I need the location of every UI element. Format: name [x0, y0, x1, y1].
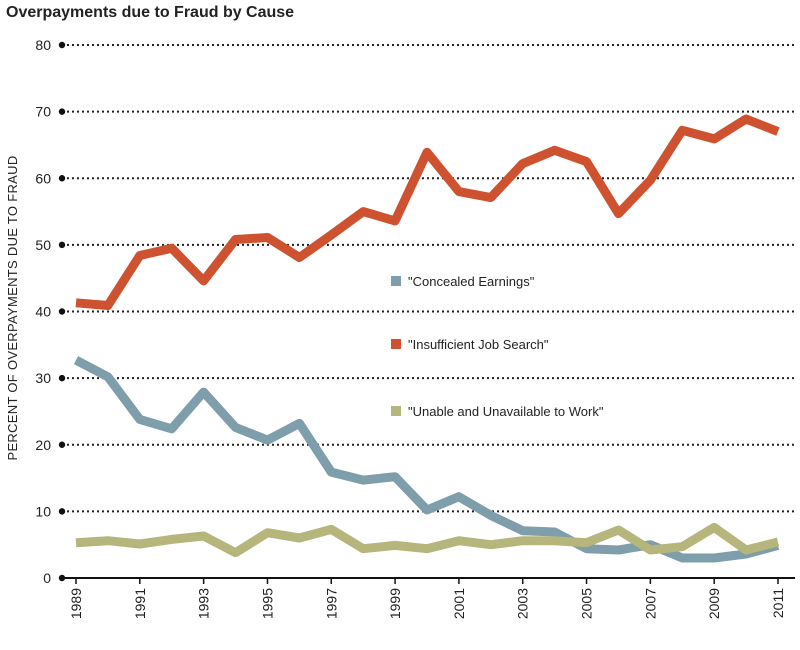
y-tick-dot	[58, 441, 66, 448]
x-tick-label: 1999	[387, 588, 403, 619]
y-axis-label: PERCENT OF OVERPAYMENTS DUE TO FRAUD	[5, 155, 20, 460]
y-tick-label: 70	[35, 104, 51, 120]
x-tick-label: 2009	[706, 588, 722, 619]
y-tick-label: 80	[35, 37, 51, 53]
axis-layer: 0 10 20 30 40 50 60 70 80 1989 1991 1993 1995 1997 199…	[35, 37, 795, 619]
x-tick-label: 2005	[579, 588, 595, 619]
series-layer	[73, 114, 780, 563]
series-line-3	[75, 522, 780, 558]
x-tick-label: 1995	[259, 588, 275, 619]
chart-title: Overpayments due to Fraud by Cause	[6, 4, 295, 21]
y-tick-dot	[58, 241, 66, 249]
grid-layer	[62, 44, 795, 513]
x-tick-label: 2011	[770, 588, 786, 618]
x-tick-label: 2003	[515, 588, 531, 619]
y-tick-label: 30	[35, 370, 51, 386]
x-tick-label: 1997	[323, 588, 339, 619]
legend-label: "Concealed Earnings"	[408, 274, 535, 289]
series-line-2	[75, 114, 780, 310]
legend-label: "Unable and Unavailable to Work"	[408, 404, 604, 419]
x-tick-label: 1993	[196, 588, 212, 619]
y-tick-label: 0	[43, 570, 51, 586]
y-tick-dot	[58, 108, 66, 115]
y-tick-dot	[58, 41, 66, 49]
y-tick-dot	[58, 175, 66, 182]
y-tick-label: 10	[35, 503, 51, 519]
series-line-1	[73, 356, 780, 563]
legend-label: "Insufficient Job Search"	[408, 337, 549, 352]
x-tick-label: 2007	[642, 588, 658, 619]
y-tick-label: 50	[35, 237, 51, 253]
y-tick-dot	[58, 508, 66, 515]
y-tick-label: 20	[35, 437, 51, 453]
legend-swatch	[391, 276, 401, 286]
y-tick-label: 60	[35, 170, 51, 186]
y-tick-label: 40	[35, 304, 51, 320]
y-tick-dot	[58, 374, 66, 382]
legend-swatch	[391, 406, 401, 416]
y-tick-dot	[58, 308, 66, 315]
x-tick-label: 2001	[451, 588, 467, 619]
x-tick-label: 1989	[68, 588, 84, 619]
legend-swatch	[391, 339, 401, 349]
legend: "Concealed Earnings" "Insufficient Job Se…	[391, 274, 604, 419]
x-tick-label: 1991	[132, 588, 148, 619]
